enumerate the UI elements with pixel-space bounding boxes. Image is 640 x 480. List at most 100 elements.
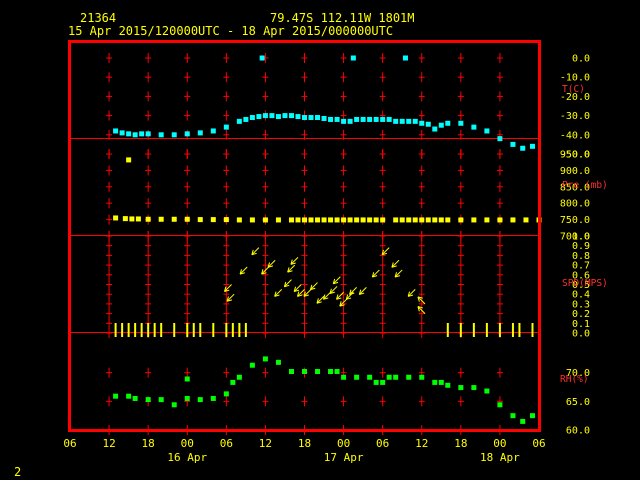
temperature-point — [347, 118, 353, 124]
wind-barb — [316, 295, 325, 304]
humidity-point — [328, 369, 334, 375]
wind-barb-head — [251, 249, 254, 255]
temperature-point — [386, 116, 392, 122]
wind-barb-head — [417, 306, 423, 309]
pressure-point — [334, 217, 340, 223]
humidity-point — [373, 379, 379, 385]
wind-barb-head — [274, 294, 280, 297]
pressure-point — [458, 217, 464, 223]
wind-barb-head — [287, 270, 293, 273]
wind-barb — [284, 279, 292, 288]
wind-barb-head — [239, 272, 246, 275]
wind-barb — [417, 306, 426, 314]
wind-barb-head — [408, 294, 414, 297]
pressure-point — [380, 217, 386, 223]
wind-barb-head — [336, 294, 339, 300]
wind-barb-head — [294, 289, 300, 293]
pressure-point — [249, 217, 255, 223]
humidity-point — [458, 385, 464, 391]
temperature-point — [308, 115, 314, 121]
wind-barb — [332, 276, 341, 285]
wind-barb — [407, 288, 416, 297]
temperature-point — [419, 120, 425, 126]
wind-barb-head — [223, 286, 227, 292]
temperature-point — [497, 136, 503, 142]
temperature-point — [458, 120, 464, 126]
humidity-point — [445, 382, 451, 388]
temperature-point — [145, 131, 151, 137]
temperature-tick-label: 0.0 — [572, 54, 590, 65]
page-number: 2 — [14, 465, 21, 479]
temperature-point — [295, 114, 301, 120]
pressure-point — [367, 217, 373, 223]
temperature-tick-label: -40.0 — [560, 130, 590, 141]
wind-barb-head — [267, 262, 271, 268]
temperature-point — [197, 130, 203, 136]
x-tick-label: 12 — [259, 437, 272, 450]
pressure-point — [295, 217, 301, 223]
wind-tick-label: 0.8 — [572, 251, 590, 262]
pressure-point — [484, 217, 490, 223]
humidity-point — [497, 402, 503, 408]
wind-barb-head — [267, 265, 274, 268]
wind-barb — [339, 298, 348, 307]
wind-barb — [394, 269, 403, 278]
temperature-point — [210, 128, 216, 134]
wind-tick-label: 0.5 — [572, 280, 590, 291]
wind-barb-head — [296, 291, 300, 297]
humidity-point — [393, 374, 399, 380]
pressure-point — [393, 217, 399, 223]
pressure-point — [184, 216, 190, 222]
temperature-tick-label: -20.0 — [560, 92, 590, 103]
station-id: 21364 — [80, 11, 116, 25]
pressure-point — [523, 217, 529, 223]
humidity-point — [386, 374, 392, 380]
temperature-point — [113, 128, 119, 134]
temperature-point — [139, 131, 145, 137]
wind-barb-head — [329, 291, 335, 294]
temperature-point — [360, 116, 366, 122]
temperature-point — [438, 122, 444, 128]
pressure-point — [412, 217, 418, 223]
pressure-point — [315, 217, 321, 223]
humidity-point — [334, 369, 340, 375]
pressure-tick-label: 950.0 — [560, 150, 590, 161]
humidity-point — [145, 397, 151, 403]
wind-barb-head — [251, 252, 257, 256]
humidity-point — [380, 379, 386, 385]
x-tick-label: 00 — [181, 437, 194, 450]
temperature-point — [256, 114, 262, 120]
humidity-point — [223, 391, 229, 397]
temperature-point — [529, 143, 535, 149]
temperature-point — [282, 113, 288, 119]
wind-barb-head — [349, 289, 352, 295]
wind-barb-head — [381, 249, 384, 255]
wind-barb-head — [417, 296, 420, 302]
wind-barb-head — [283, 281, 287, 287]
x-date-label: 16 Apr — [167, 451, 207, 464]
pressure-point — [406, 217, 412, 223]
temperature-point — [471, 124, 477, 130]
temperature-point — [288, 113, 294, 119]
pressure-point — [223, 217, 229, 223]
wind-barb-head — [261, 272, 267, 275]
wind-barb-head — [381, 252, 388, 256]
wind-barb-head — [391, 262, 394, 268]
temperature-point — [269, 113, 275, 119]
wind-barb-head — [290, 262, 296, 265]
pressure-panel-title: Pre (mb) — [562, 180, 608, 191]
wind-tick-label: 0.1 — [572, 319, 590, 330]
axis-layer: 0.0 -10.0 -20.0 -30.0 -40.0 -50.0 T(C) 950.0 900… — [63, 54, 607, 465]
x-tick-label: 00 — [493, 437, 506, 450]
wind-barb-head — [297, 294, 303, 297]
wind-barb-head — [336, 297, 342, 300]
wind-barb-head — [394, 275, 401, 278]
temperature-point — [341, 118, 347, 124]
wind-tick-label: 0.7 — [572, 261, 590, 272]
pressure-point — [135, 216, 141, 222]
x-tick-label: 12 — [102, 437, 115, 450]
temperature-point — [171, 132, 177, 138]
wind-barb-head — [332, 278, 336, 284]
temperature-point — [249, 115, 255, 121]
